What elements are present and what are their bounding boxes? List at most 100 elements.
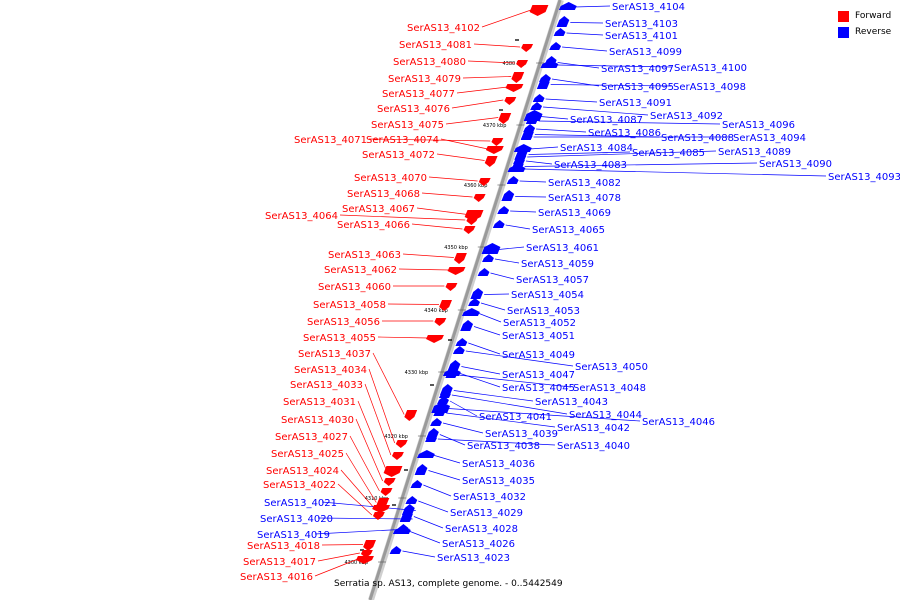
forward-gene-label: SerAS13_4074 xyxy=(366,135,439,146)
reverse-gene-arrow xyxy=(477,268,490,276)
forward-leader-line xyxy=(481,9,533,28)
forward-gene-label: SerAS13_4071 xyxy=(294,135,367,146)
forward-gene-arrow xyxy=(473,194,486,202)
forward-gene-label: SerAS13_4056 xyxy=(307,317,380,328)
forward-gene-arrow xyxy=(454,253,467,264)
forward-gene-arrow xyxy=(484,156,498,167)
reverse-gene-label: SerAS13_4100 xyxy=(674,63,747,74)
genome-backbone xyxy=(368,0,562,600)
forward-leader-line xyxy=(428,176,478,182)
legend-forward-label: Forward xyxy=(855,11,892,21)
reverse-gene-label: SerAS13_4086 xyxy=(588,128,661,139)
forward-gene-label: SerAS13_4033 xyxy=(290,380,363,391)
reverse-gene-arrow xyxy=(437,396,449,404)
reverse-leader-line xyxy=(432,454,461,464)
reverse-leader-line xyxy=(446,412,556,428)
reverse-gene-arrow xyxy=(514,152,527,160)
reverse-gene-arrow xyxy=(405,496,418,504)
reverse-leader-line xyxy=(418,500,449,513)
reverse-leader-line xyxy=(498,246,525,250)
forward-leader-line xyxy=(387,303,440,305)
reverse-leader-line xyxy=(465,350,574,367)
forward-gene-label: SerAS13_4037 xyxy=(298,349,371,360)
reverse-gene-arrow xyxy=(523,110,543,121)
tick-label: 4350 kbp xyxy=(444,245,468,251)
forward-gene-label: SerAS13_4031 xyxy=(283,397,356,408)
reverse-leader-line xyxy=(490,272,515,280)
reverse-gene-arrow xyxy=(431,402,451,413)
reverse-gene-arrow xyxy=(460,320,474,331)
forward-gene-arrow xyxy=(404,410,418,421)
reverse-gene-arrow xyxy=(425,434,437,442)
reverse-gene-label: SerAS13_4082 xyxy=(548,178,621,189)
reverse-gene-label: SerAS13_4047 xyxy=(502,370,575,381)
forward-gene-arrow xyxy=(391,452,404,460)
reverse-leader-line xyxy=(528,151,631,155)
reverse-leader-line xyxy=(538,120,721,125)
reverse-leader-line xyxy=(550,84,672,87)
reverse-leader-line xyxy=(480,302,506,311)
forward-gene-label: SerAS13_4070 xyxy=(354,173,427,184)
reverse-leader-line xyxy=(458,372,501,388)
reverse-gene-label: SerAS13_4092 xyxy=(650,111,723,122)
forward-gene-label: SerAS13_4022 xyxy=(263,480,336,491)
reverse-gene-label: SerAS13_4054 xyxy=(511,290,584,301)
reverse-leader-line xyxy=(529,146,559,150)
tick-label: 4300 kbp xyxy=(344,560,368,566)
forward-gene-arrow xyxy=(491,138,504,146)
reverse-gene-label: SerAS13_4052 xyxy=(503,318,576,329)
forward-gene-label: SerAS13_4066 xyxy=(337,220,410,231)
leader-line-group xyxy=(314,5,827,577)
forward-leader-line xyxy=(473,43,521,48)
reverse-gene-label: SerAS13_4061 xyxy=(526,243,599,254)
reverse-gene-label: SerAS13_4099 xyxy=(609,47,682,58)
forward-leader-line xyxy=(337,483,373,516)
tick-group: 4300 kbp 4310 kbp 4320 kbp 4330 kbp 4340 kbp… xyxy=(344,39,545,566)
reverse-leader-line xyxy=(451,394,568,415)
reverse-gene-arrow xyxy=(506,176,519,184)
forward-gene-label: SerAS13_4077 xyxy=(382,89,455,100)
gene-label-group: SerAS13_4102 SerAS13_4081 SerAS13_4080 SerA… xyxy=(240,2,900,583)
reverse-leader-line xyxy=(448,408,641,422)
reverse-gene-arrow xyxy=(399,514,412,522)
forward-gene-label: SerAS13_4025 xyxy=(271,449,344,460)
reverse-gene-arrow xyxy=(539,74,551,82)
reverse-gene-label: SerAS13_4088 xyxy=(661,133,734,144)
reverse-gene-label: SerAS13_4057 xyxy=(516,275,589,286)
forward-leader-line xyxy=(317,552,360,562)
forward-gene-label: SerAS13_4017 xyxy=(243,557,316,568)
forward-leader-line xyxy=(377,336,428,339)
reverse-gene-label: SerAS13_4094 xyxy=(733,133,806,144)
reverse-leader-line xyxy=(477,312,502,323)
forward-gene-arrow xyxy=(498,113,512,124)
reverse-leader-line xyxy=(525,160,553,165)
forward-gene-arrow xyxy=(504,97,517,105)
tick-label: 4310 kbp xyxy=(365,496,389,502)
reverse-gene-arrow xyxy=(492,220,505,228)
reverse-gene-label: SerAS13_4087 xyxy=(570,115,643,126)
reverse-gene-label: SerAS13_4089 xyxy=(718,147,791,158)
tick-label: 4380 kbp xyxy=(502,61,526,67)
reverse-gene-arrow xyxy=(455,338,468,346)
reverse-gene-label: SerAS13_4083 xyxy=(554,160,627,171)
forward-gene-label: SerAS13_4063 xyxy=(328,250,401,261)
forward-gene-arrow xyxy=(426,335,444,343)
reverse-gene-arrow xyxy=(536,78,550,89)
forward-gene-arrow xyxy=(363,540,376,551)
forward-leader-line xyxy=(349,435,380,492)
forward-leader-line xyxy=(456,86,508,94)
reverse-leader-line xyxy=(540,116,569,120)
forward-gene-label: SerAS13_4016 xyxy=(240,572,313,583)
reverse-leader-line xyxy=(453,390,534,402)
tick-label: 4340 kbp xyxy=(424,308,448,314)
forward-gene-label: SerAS13_4034 xyxy=(294,365,367,376)
reverse-gene-label: SerAS13_4039 xyxy=(485,429,558,440)
forward-gene-arrow xyxy=(356,556,374,564)
reverse-gene-label: SerAS13_4020 xyxy=(260,514,333,525)
reverse-gene-arrow xyxy=(438,390,451,398)
forward-gene-label: SerAS13_4080 xyxy=(393,57,466,68)
reverse-leader-line xyxy=(534,134,660,138)
reverse-leader-line xyxy=(428,470,461,481)
reverse-gene-arrow xyxy=(433,408,446,416)
tick-label: 4330 kbp xyxy=(405,370,429,376)
